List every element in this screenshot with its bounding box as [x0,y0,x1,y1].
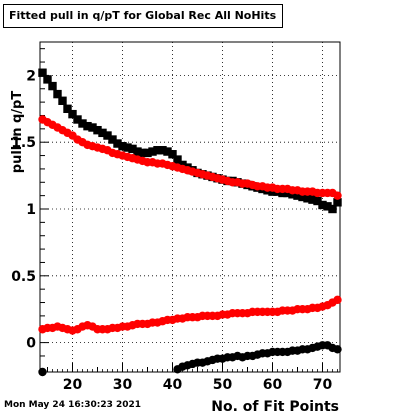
y-tick-label: 0 [26,336,36,352]
data-point [123,143,132,152]
data-point [143,148,152,158]
data-point [43,75,52,84]
series-1 [38,115,342,200]
data-point [68,109,77,119]
x-tick-label: 30 [113,377,133,393]
data-point [73,115,82,124]
data-point [108,135,117,144]
x-tick-label: 60 [263,377,283,393]
data-point [63,104,72,114]
data-point [318,200,327,210]
data-point [313,196,322,206]
data-point [58,96,67,105]
data-point [118,142,127,151]
data-point [148,147,157,156]
data-point [93,125,102,135]
x-tick-label: 20 [63,377,83,393]
data-point [328,204,337,214]
data-point [308,195,317,204]
data-point [38,367,47,377]
data-point [103,131,112,140]
data-point [83,121,92,131]
data-point [333,345,342,354]
y-tick-label: 1.5 [11,135,36,151]
axes: 20 30 40 50 60 70 0 0.5 1 1.5 2 [11,48,338,393]
data-point [333,198,342,207]
data-point [88,123,97,132]
data-point [333,191,342,200]
timestamp-footer: Mon May 24 16:30:23 2021 [4,400,142,410]
data-point [133,147,142,156]
data-point [323,202,332,211]
series-2 [38,295,342,335]
data-point [78,119,87,128]
data-point [38,68,47,77]
data-point [48,81,57,91]
data-point [53,89,62,99]
y-tick-label: 0.5 [11,269,36,285]
x-tick-label: 40 [163,377,183,393]
x-axis-label: No. of Fit Points [211,399,339,414]
x-tick-label: 70 [313,377,333,393]
y-axis-label: pull in q/pT [10,91,25,174]
data-point [163,147,172,156]
data-point [153,146,162,155]
data-point [168,150,177,159]
data-point [98,128,107,138]
x-tick-label: 50 [213,377,233,393]
data-point [293,191,302,200]
data-point [138,148,147,158]
data-point [128,144,137,154]
data-layer [38,68,342,377]
data-point [173,155,182,164]
data-point [303,194,312,203]
data-point [333,295,342,305]
data-point [298,192,307,202]
y-tick-label: 1 [26,202,36,218]
series-3 [38,341,342,377]
y-tick-label: 2 [26,68,36,84]
data-point [158,146,167,155]
chart-title: Fitted pull in q/pT for Global Rec All N… [3,4,283,28]
data-point [113,139,122,148]
